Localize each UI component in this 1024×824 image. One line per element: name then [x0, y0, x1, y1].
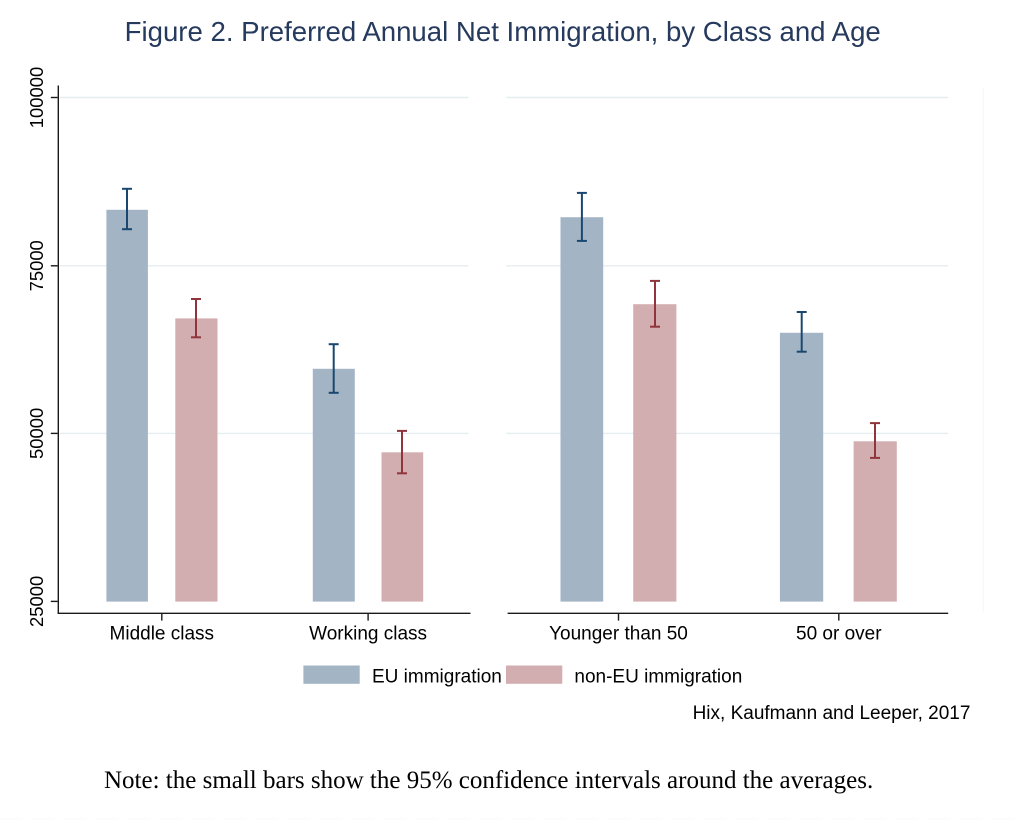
svg-text:Note: the small bars show the: Note: the small bars show the 95% confid… [104, 767, 873, 794]
svg-text:EU immigration: EU immigration [372, 666, 502, 687]
svg-text:50 or over: 50 or over [796, 623, 882, 644]
svg-text:Figure 2. Preferred Annual Net: Figure 2. Preferred Annual Net Immigrati… [125, 16, 881, 47]
svg-text:Working class: Working class [309, 623, 427, 644]
svg-text:100000: 100000 [26, 67, 47, 128]
svg-text:25000: 25000 [26, 576, 47, 627]
svg-text:Younger than 50: Younger than 50 [549, 623, 688, 644]
svg-text:75000: 75000 [26, 240, 47, 291]
svg-text:Hix, Kaufmann and Leeper, 2017: Hix, Kaufmann and Leeper, 2017 [693, 703, 971, 724]
svg-text:Middle class: Middle class [110, 623, 215, 644]
svg-text:non-EU immigration: non-EU immigration [574, 666, 742, 687]
svg-text:50000: 50000 [26, 408, 47, 459]
